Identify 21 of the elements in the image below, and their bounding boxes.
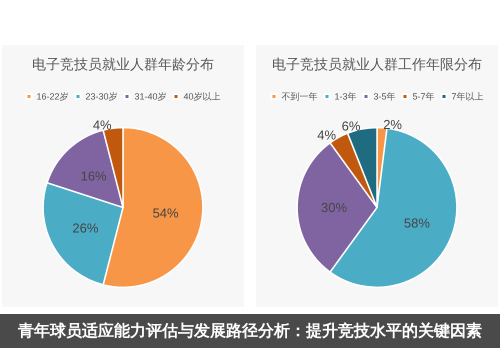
legend-label: 40岁以上: [184, 92, 221, 102]
chart-title: 电子竞技员就业人群年龄分布: [32, 57, 214, 73]
legend-label: 23-30岁: [85, 92, 118, 102]
data-label: 4%: [92, 118, 112, 133]
legend-label: 31-40岁: [134, 92, 167, 102]
data-label: 26%: [72, 220, 99, 236]
text: 青年球员适应能力评估与发展路径分析：提升竞技水平的关键因素: [0, 314, 500, 348]
chart-title: 电子竞技员就业人群工作年限分布: [272, 57, 482, 73]
data-label: 6%: [342, 118, 361, 134]
legend-label: 不到一年: [281, 92, 318, 102]
data-label: 54%: [152, 205, 180, 220]
legend-label: 7年以上: [452, 92, 484, 102]
data-label: 58%: [404, 216, 430, 231]
legend-label: 5-7年: [412, 92, 435, 102]
data-label: 2%: [383, 117, 402, 132]
data-label: 4%: [317, 127, 337, 142]
data-label: 16%: [80, 168, 108, 184]
legend-label: 16-22岁: [36, 92, 68, 102]
legend-label: 3-5年: [373, 92, 396, 102]
data-label: 30%: [321, 200, 348, 215]
legend-label: 1-3年: [334, 92, 356, 102]
